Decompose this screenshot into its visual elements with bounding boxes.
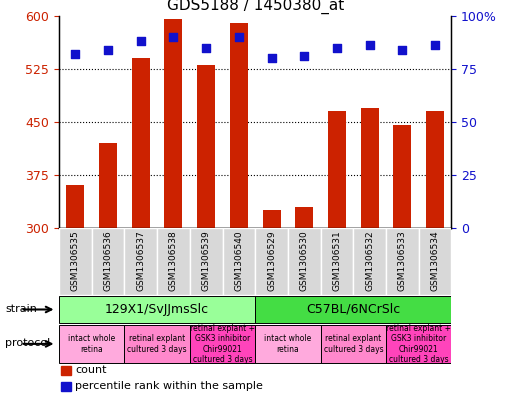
- Text: retinal explant
cultured 3 days: retinal explant cultured 3 days: [324, 334, 383, 354]
- Bar: [190, 228, 223, 295]
- Bar: [255, 296, 451, 323]
- Bar: [61, 366, 71, 375]
- Point: [235, 34, 243, 40]
- Text: GSM1306529: GSM1306529: [267, 230, 276, 290]
- Point: [431, 42, 439, 49]
- Point: [398, 46, 406, 53]
- Point: [333, 44, 341, 51]
- Bar: [59, 325, 124, 363]
- Bar: [255, 325, 321, 363]
- Bar: [157, 228, 190, 295]
- Point: [366, 42, 374, 49]
- Bar: [223, 228, 255, 295]
- Bar: [190, 325, 255, 363]
- Point: [104, 46, 112, 53]
- Point: [169, 34, 177, 40]
- Text: GSM1306538: GSM1306538: [169, 230, 178, 291]
- Text: intact whole
retina: intact whole retina: [264, 334, 311, 354]
- Text: C57BL/6NCrSlc: C57BL/6NCrSlc: [306, 303, 401, 316]
- Bar: [386, 325, 451, 363]
- Bar: [197, 65, 215, 228]
- Text: percentile rank within the sample: percentile rank within the sample: [75, 381, 263, 391]
- Text: GSM1306539: GSM1306539: [202, 230, 211, 291]
- Text: GSM1306537: GSM1306537: [136, 230, 145, 291]
- Bar: [263, 210, 281, 228]
- Text: protocol: protocol: [5, 338, 50, 348]
- Text: GSM1306533: GSM1306533: [398, 230, 407, 291]
- Bar: [61, 382, 71, 391]
- Text: retinal explant
cultured 3 days: retinal explant cultured 3 days: [127, 334, 187, 354]
- Bar: [419, 228, 451, 295]
- Text: strain: strain: [5, 304, 37, 314]
- Text: GSM1306532: GSM1306532: [365, 230, 374, 290]
- Text: retinal explant +
GSK3 inhibitor
Chir99021
cultured 3 days: retinal explant + GSK3 inhibitor Chir990…: [386, 324, 451, 364]
- Bar: [124, 325, 190, 363]
- Bar: [288, 228, 321, 295]
- Bar: [386, 228, 419, 295]
- Text: GSM1306535: GSM1306535: [71, 230, 80, 291]
- Text: GSM1306530: GSM1306530: [300, 230, 309, 291]
- Point: [202, 44, 210, 51]
- Bar: [99, 143, 117, 228]
- Text: 129X1/SvJJmsSlc: 129X1/SvJJmsSlc: [105, 303, 209, 316]
- Text: GSM1306536: GSM1306536: [104, 230, 112, 291]
- Text: GSM1306531: GSM1306531: [332, 230, 342, 291]
- Bar: [295, 207, 313, 228]
- Point: [71, 51, 80, 57]
- Bar: [255, 228, 288, 295]
- Title: GDS5188 / 1450380_at: GDS5188 / 1450380_at: [167, 0, 344, 15]
- Point: [300, 53, 308, 59]
- Text: GSM1306540: GSM1306540: [234, 230, 243, 290]
- Point: [267, 55, 275, 61]
- Bar: [328, 111, 346, 228]
- Bar: [59, 296, 255, 323]
- Text: count: count: [75, 365, 107, 375]
- Text: intact whole
retina: intact whole retina: [68, 334, 115, 354]
- Bar: [92, 228, 125, 295]
- Bar: [124, 228, 157, 295]
- Text: GSM1306534: GSM1306534: [430, 230, 440, 290]
- Bar: [321, 228, 353, 295]
- Text: retinal explant +
GSK3 inhibitor
Chir99021
cultured 3 days: retinal explant + GSK3 inhibitor Chir990…: [190, 324, 255, 364]
- Bar: [353, 228, 386, 295]
- Bar: [165, 19, 183, 228]
- Bar: [230, 23, 248, 228]
- Bar: [132, 58, 150, 228]
- Bar: [361, 108, 379, 228]
- Bar: [393, 125, 411, 228]
- Bar: [66, 185, 84, 228]
- Bar: [426, 111, 444, 228]
- Bar: [321, 325, 386, 363]
- Bar: [59, 228, 92, 295]
- Point: [136, 38, 145, 44]
